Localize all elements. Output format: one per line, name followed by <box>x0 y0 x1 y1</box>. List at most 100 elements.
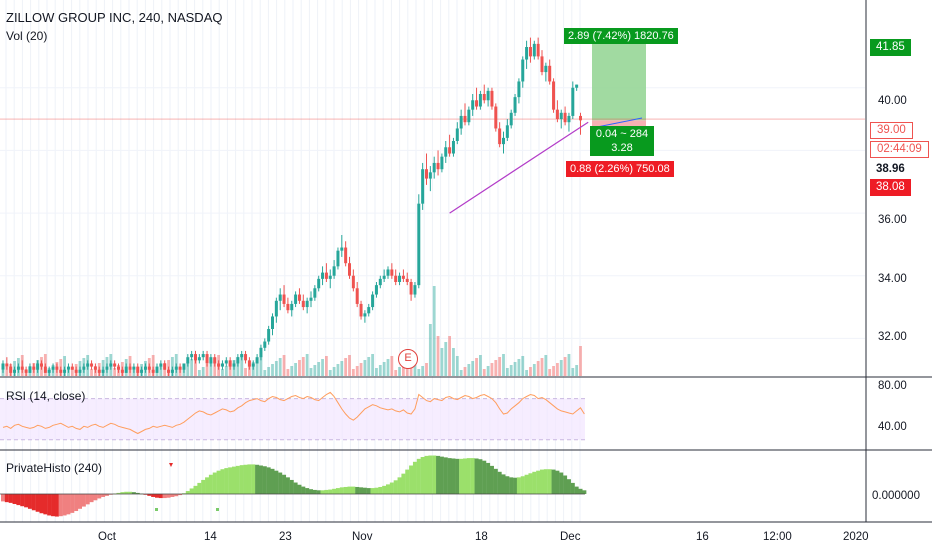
volume-bar <box>290 366 294 376</box>
histogram-bar <box>301 486 306 494</box>
histogram-bar <box>482 460 487 494</box>
histogram-bar <box>147 494 152 496</box>
candle-body <box>66 366 70 370</box>
candle-body <box>428 172 432 179</box>
candle-body <box>305 300 309 308</box>
volume-bar <box>490 363 494 376</box>
price-tick: 34.00 <box>878 273 907 285</box>
histogram-bar <box>316 490 321 494</box>
chart-title[interactable]: ZILLOW GROUP INC, 240, NASDAQ <box>6 10 223 25</box>
histogram-bar <box>135 492 140 494</box>
histogram-bar <box>27 494 32 509</box>
histo-legend[interactable]: PrivateHisto (240) <box>6 461 103 475</box>
histogram-bar <box>474 458 479 494</box>
histogram-bar <box>343 486 348 494</box>
candle-body <box>517 81 521 98</box>
histogram-bar <box>339 487 344 494</box>
candle-body <box>186 357 190 364</box>
histogram-bar <box>455 458 460 494</box>
volume-legend[interactable]: Vol (20) <box>6 29 48 43</box>
volume-bar <box>548 369 552 376</box>
histogram-bar <box>566 479 571 494</box>
histogram-bar <box>170 494 175 497</box>
candle-body <box>563 112 567 123</box>
histogram-bar <box>131 492 136 494</box>
candle-body <box>90 363 94 367</box>
volume-bar <box>209 361 213 376</box>
candle-body <box>228 360 232 367</box>
volume-bar <box>70 367 74 376</box>
histogram-bar <box>351 486 356 494</box>
histogram-bar <box>397 477 402 494</box>
volume-bar <box>309 368 313 376</box>
volume-bar <box>367 357 371 376</box>
histogram-buy-marker <box>216 508 219 511</box>
candle-body <box>232 363 236 367</box>
earnings-marker[interactable]: E <box>398 349 418 369</box>
histogram-bar <box>89 494 94 503</box>
volume-bar <box>1 370 5 376</box>
candle-body <box>301 300 305 308</box>
profit-label[interactable]: 2.89 (7.42%) 1820.76 <box>564 28 678 44</box>
histogram-bar <box>74 494 79 512</box>
volume-bar <box>186 362 190 376</box>
volume-bar <box>332 367 336 376</box>
candle-body <box>247 360 251 367</box>
candle-body <box>113 363 117 367</box>
histogram-bar <box>551 469 556 494</box>
histogram-bar <box>386 484 390 494</box>
time-tick: 12:00 <box>763 531 792 543</box>
histogram-bar <box>393 480 398 494</box>
volume-bar <box>378 365 382 376</box>
volume-bar <box>294 363 297 376</box>
candle-body <box>140 369 144 373</box>
histogram-bar <box>432 455 437 494</box>
volume-bar <box>321 359 324 376</box>
rsi-band <box>0 398 585 440</box>
candle-body <box>297 294 301 301</box>
volume-bar <box>536 361 540 376</box>
time-tick: 14 <box>204 531 217 543</box>
volume-bar <box>63 356 66 376</box>
time-tick: Nov <box>352 531 373 543</box>
candle-body <box>28 366 32 373</box>
candle-body <box>132 366 136 370</box>
candle-body <box>201 354 205 358</box>
histogram-bar <box>420 457 425 494</box>
volume-bar <box>113 368 117 376</box>
candle-body <box>182 363 186 370</box>
trendline-layer[interactable] <box>449 121 589 214</box>
volume-bar <box>190 359 194 376</box>
histogram-bar <box>470 458 475 494</box>
position-center-label[interactable]: 0.04 ~ 284 3.28 <box>590 126 654 156</box>
volume-bar <box>263 370 267 376</box>
histogram-bar <box>293 482 298 494</box>
candle-body <box>155 366 159 373</box>
histogram-bar <box>335 488 340 494</box>
volume-bar <box>563 357 567 376</box>
time-tick: Dec <box>560 531 581 543</box>
volume-bar <box>259 356 263 376</box>
rsi-legend[interactable]: RSI (14, close) <box>6 389 86 403</box>
volume-bar <box>351 369 355 376</box>
histogram-bar <box>378 486 383 494</box>
volume-bar <box>579 346 582 376</box>
candle-body <box>355 288 359 304</box>
candle-body <box>5 363 9 367</box>
volume-bar <box>444 342 448 376</box>
histogram-bar <box>312 489 317 494</box>
loss-label[interactable]: 0.88 (2.26%) 750.08 <box>566 161 674 177</box>
rsi-level-tick: 40.00 <box>878 421 907 433</box>
candle-body <box>371 294 375 308</box>
volume-bar <box>517 359 521 376</box>
volume-bar <box>274 361 278 376</box>
time-tick: 23 <box>279 531 292 543</box>
candle-body <box>317 278 321 289</box>
trendline <box>449 121 589 214</box>
time-tick: 18 <box>475 531 488 543</box>
histogram-bar <box>305 488 310 494</box>
candle-body <box>55 366 59 370</box>
volume-bar <box>498 357 502 376</box>
